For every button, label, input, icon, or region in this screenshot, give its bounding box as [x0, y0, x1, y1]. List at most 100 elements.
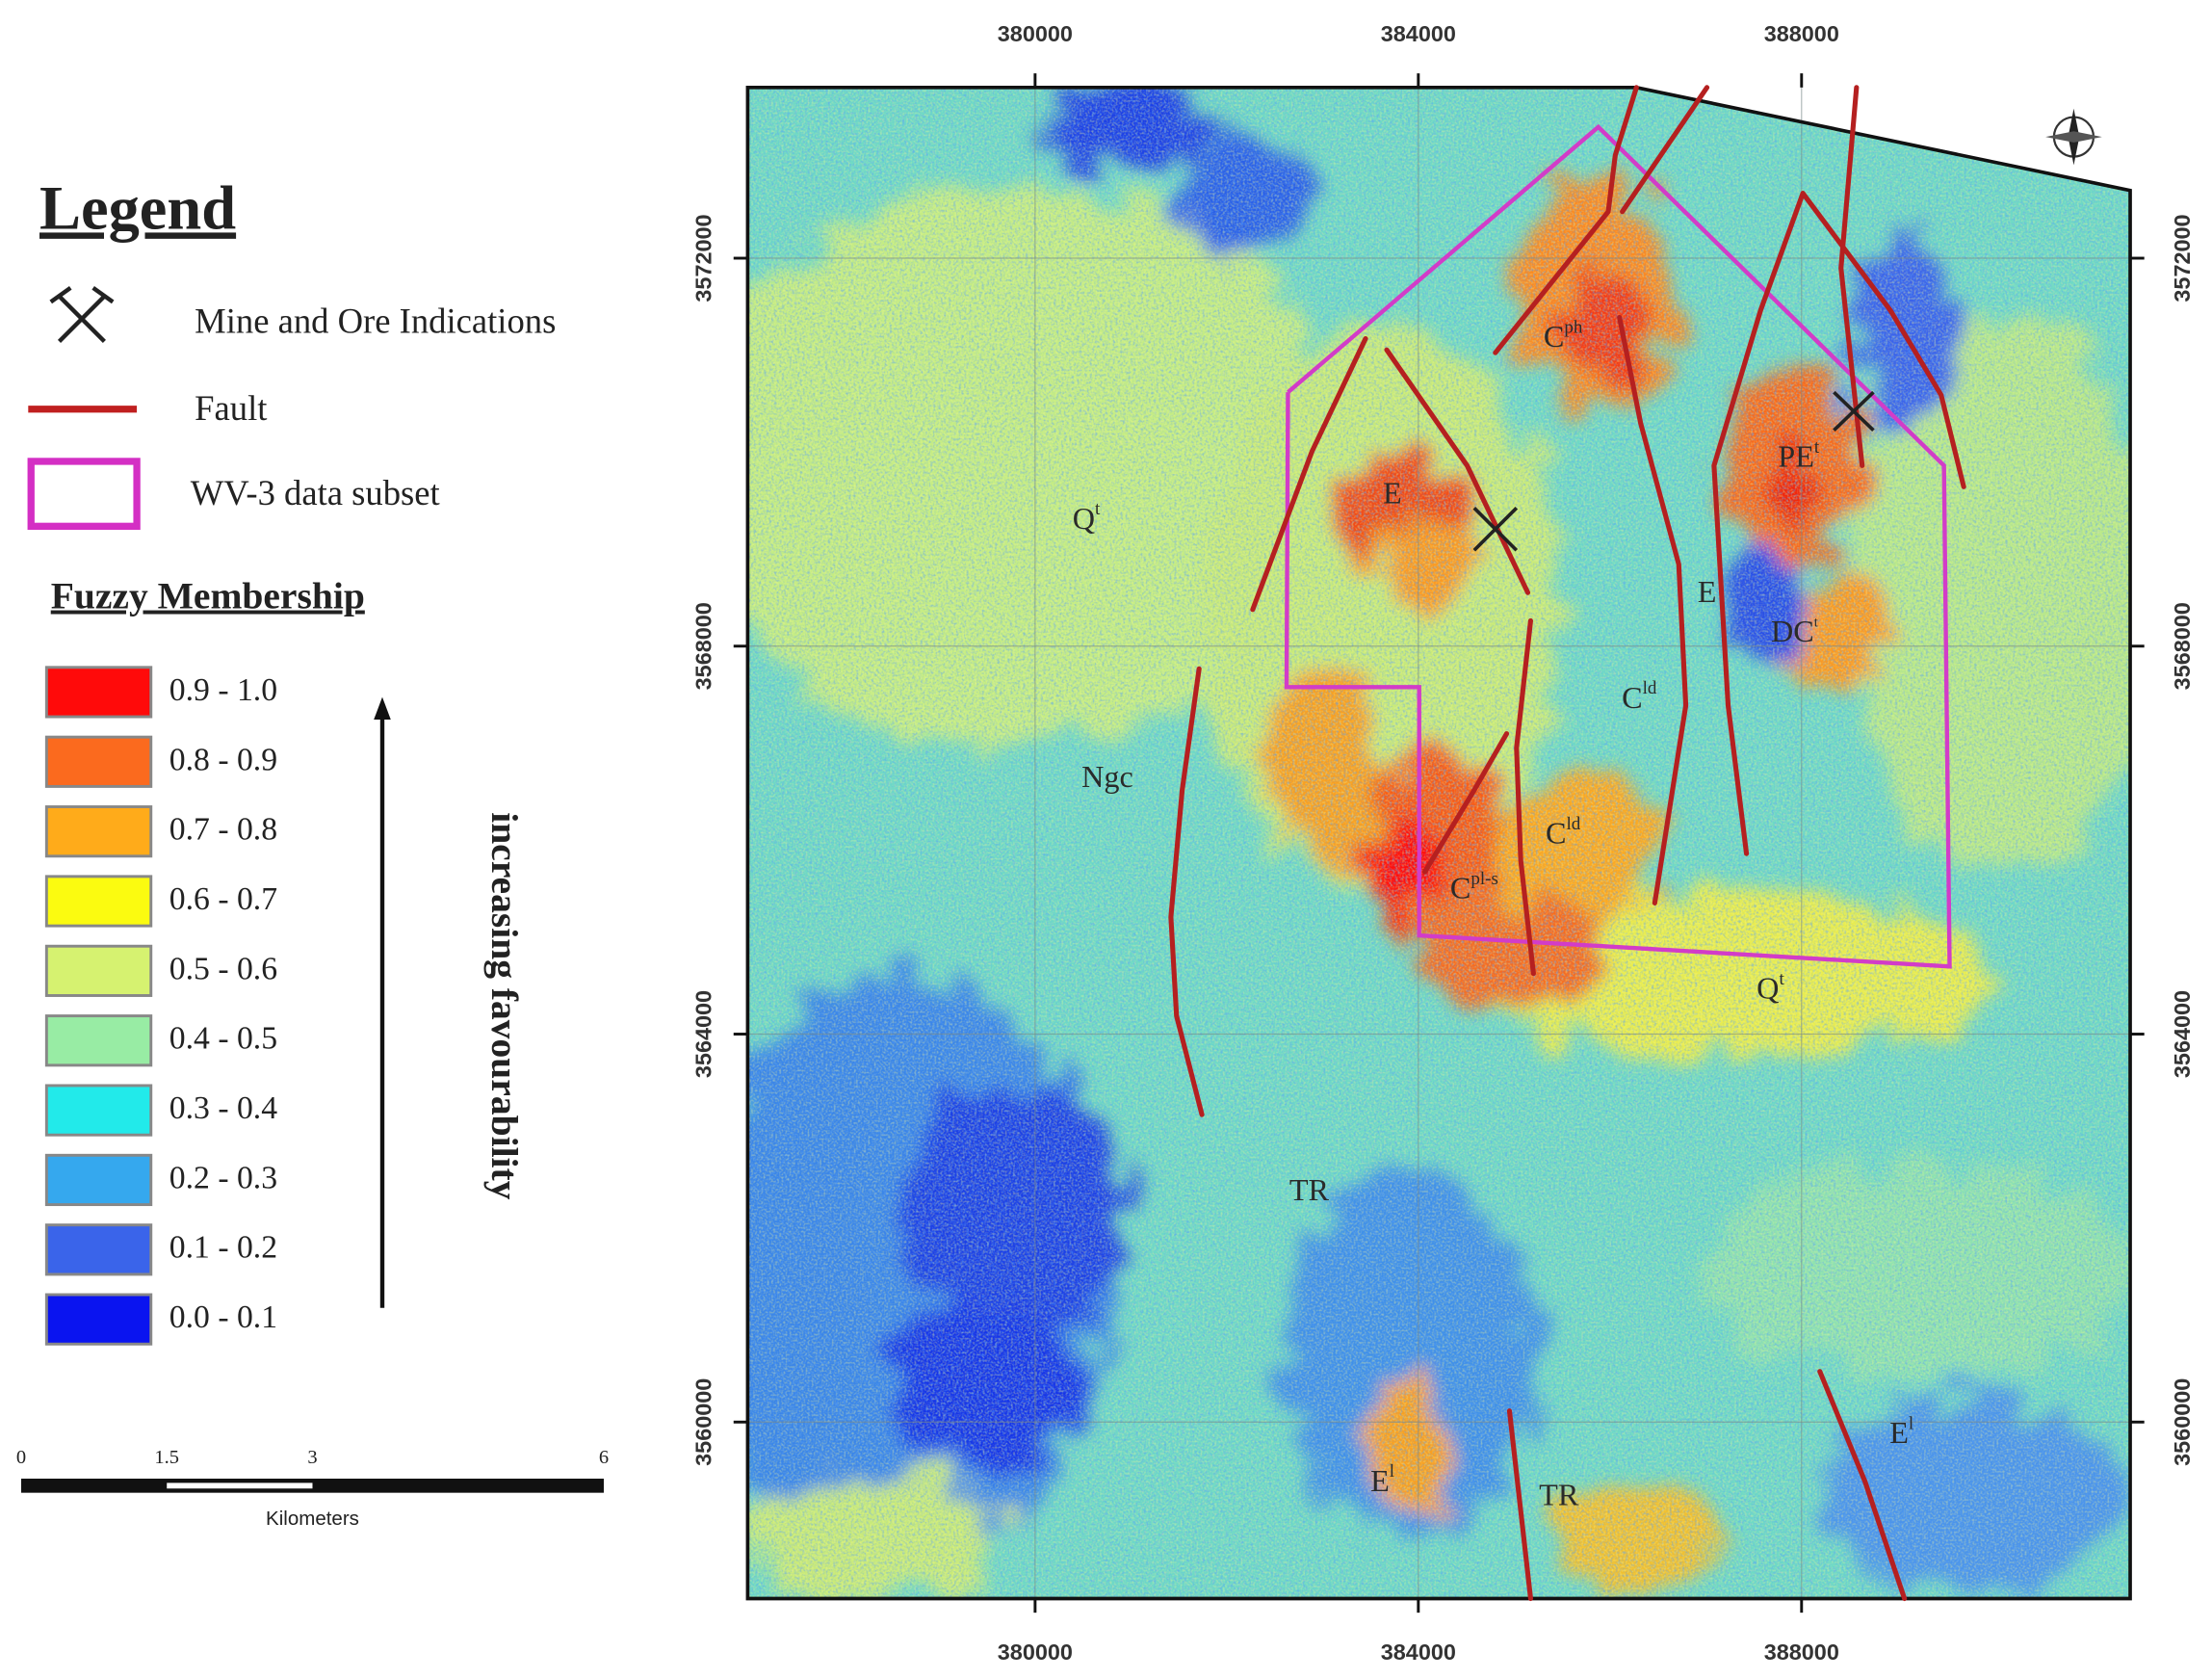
- geology-label-text: E: [1370, 1463, 1390, 1498]
- geology-label-text: TR: [1289, 1173, 1330, 1208]
- class-swatch: [44, 944, 153, 997]
- geology-label-sup: t: [1814, 437, 1820, 458]
- geology-label-sup: t: [1095, 500, 1101, 520]
- class-label: 0.7 - 0.8: [169, 812, 277, 848]
- fuzzy-classes: 0.9 - 1.0 0.8 - 0.9 0.7 - 0.8 0.6 - 0.7 0.5 …: [44, 666, 277, 1346]
- geology-label-text: E: [1889, 1415, 1909, 1450]
- arrow-label: increasing favourability: [483, 812, 526, 1199]
- class-label: 0.1 - 0.2: [169, 1230, 277, 1266]
- map-raster: [747, 87, 2131, 1599]
- geology-label-text: Ngc: [1081, 759, 1133, 794]
- y-tick-label: 3560000: [2170, 1378, 2195, 1466]
- geology-label: TR: [1539, 1478, 1579, 1512]
- class-swatch: [44, 1293, 153, 1346]
- y-tick-label: 3572000: [2170, 214, 2195, 302]
- class-swatch: [44, 1014, 153, 1067]
- class-swatch: [44, 1153, 153, 1207]
- class-label: 0.2 - 0.3: [169, 1160, 277, 1195]
- scale-unit: Kilometers: [266, 1508, 359, 1530]
- y-tick-label: 3560000: [691, 1378, 716, 1466]
- geology-label-text: PE: [1778, 439, 1814, 474]
- class-label: 0.0 - 0.1: [169, 1299, 277, 1335]
- x-tick-label: 380000: [998, 21, 1073, 46]
- class-swatch: [44, 735, 153, 788]
- geology-label-sup: pl-s: [1470, 869, 1498, 889]
- geology-label-sup: ld: [1643, 679, 1657, 699]
- class-label: 0.5 - 0.6: [169, 951, 277, 986]
- geology-label-sup: ph: [1564, 318, 1583, 338]
- y-tick-label: 3568000: [2170, 602, 2195, 690]
- geology-label: PEt: [1778, 437, 1820, 474]
- class-swatch: [44, 1084, 153, 1137]
- x-tick-label: 388000: [1764, 21, 1839, 46]
- class-swatch: [44, 805, 153, 858]
- geology-label: TR: [1289, 1173, 1330, 1208]
- geology-label-sup: t: [1779, 969, 1784, 989]
- x-tick-label: 384000: [1381, 21, 1456, 46]
- class-label: 0.4 - 0.5: [169, 1021, 277, 1057]
- geology-label-sup: ld: [1566, 814, 1580, 834]
- scale-tick-label: 3: [307, 1447, 317, 1468]
- scale-tick-label: 6: [599, 1447, 609, 1468]
- north-arrow: [2045, 108, 2102, 166]
- y-tick-label: 3564000: [691, 990, 716, 1078]
- x-tick-label: 388000: [1764, 1640, 1839, 1665]
- faults: [1168, 85, 1966, 1602]
- class-label: 0.3 - 0.4: [169, 1090, 277, 1126]
- geology-label-text: TR: [1539, 1478, 1579, 1512]
- class-label: 0.9 - 1.0: [169, 672, 277, 708]
- y-tick-label: 3568000: [691, 602, 716, 690]
- geology-label: El: [1370, 1462, 1394, 1499]
- legend-mine: Mine and Ore Indications: [195, 301, 556, 340]
- geology-label: El: [1889, 1414, 1913, 1451]
- mine-symbol: [1472, 390, 1875, 552]
- geology-label-sup: t: [1814, 616, 1818, 631]
- geology-label: DCt: [1771, 615, 1818, 649]
- geology-label: Cld: [1546, 814, 1581, 851]
- class-swatch: [44, 1223, 153, 1276]
- geology-label: E: [1698, 574, 1717, 609]
- scale-bar: 0 1.5 3 6 Kilometers: [16, 1447, 609, 1530]
- geology-label-text: Q: [1073, 501, 1095, 536]
- geology-label-text: Q: [1757, 971, 1779, 1006]
- legend-subset: WV-3 data subset: [191, 473, 440, 512]
- geology-label: Cpl-s: [1450, 869, 1498, 905]
- geology-label: Cph: [1544, 318, 1583, 354]
- y-tick-label: 3564000: [2170, 990, 2195, 1078]
- class-label: 0.8 - 0.9: [169, 742, 277, 777]
- class-label: 0.6 - 0.7: [169, 881, 277, 917]
- geology-label-sup: l: [1909, 1414, 1913, 1434]
- mine-icon: [49, 286, 115, 344]
- scale-bar-segment: [167, 1482, 313, 1489]
- geology-label: Ngc: [1081, 759, 1133, 794]
- x-tick-label: 384000: [1381, 1640, 1456, 1665]
- geology-label: Qt: [1073, 500, 1101, 537]
- legend-title: Legend: [39, 173, 236, 242]
- geology-label-text: E: [1383, 476, 1402, 511]
- geology-label-text: DC: [1771, 615, 1814, 649]
- class-swatch: [44, 875, 153, 928]
- map-frame: [745, 85, 2132, 1601]
- geology-label-text: E: [1698, 574, 1717, 609]
- geology-label-sup: l: [1390, 1462, 1394, 1482]
- x-tick-label: 380000: [998, 1640, 1073, 1665]
- geology-label: Cld: [1622, 679, 1657, 716]
- subset-icon: [27, 458, 141, 530]
- geology-label-text: C: [1546, 816, 1567, 851]
- geology-label-text: C: [1450, 871, 1471, 905]
- grid: 380000 380000 384000 384000 388000 388000 3572…: [691, 21, 2195, 1665]
- scale-tick-label: 1.5: [154, 1447, 179, 1468]
- fuzzy-title: Fuzzy Membership: [51, 575, 365, 617]
- legend-fault: Fault: [195, 388, 267, 428]
- geology-label: Qt: [1757, 969, 1784, 1006]
- arrow-head: [374, 696, 391, 720]
- geology-label-text: C: [1622, 680, 1643, 715]
- geology-label: E: [1383, 476, 1402, 511]
- wv3-subset: [1284, 123, 1952, 969]
- y-tick-label: 3572000: [691, 214, 716, 302]
- scale-tick-label: 0: [16, 1447, 26, 1468]
- class-swatch: [44, 666, 153, 719]
